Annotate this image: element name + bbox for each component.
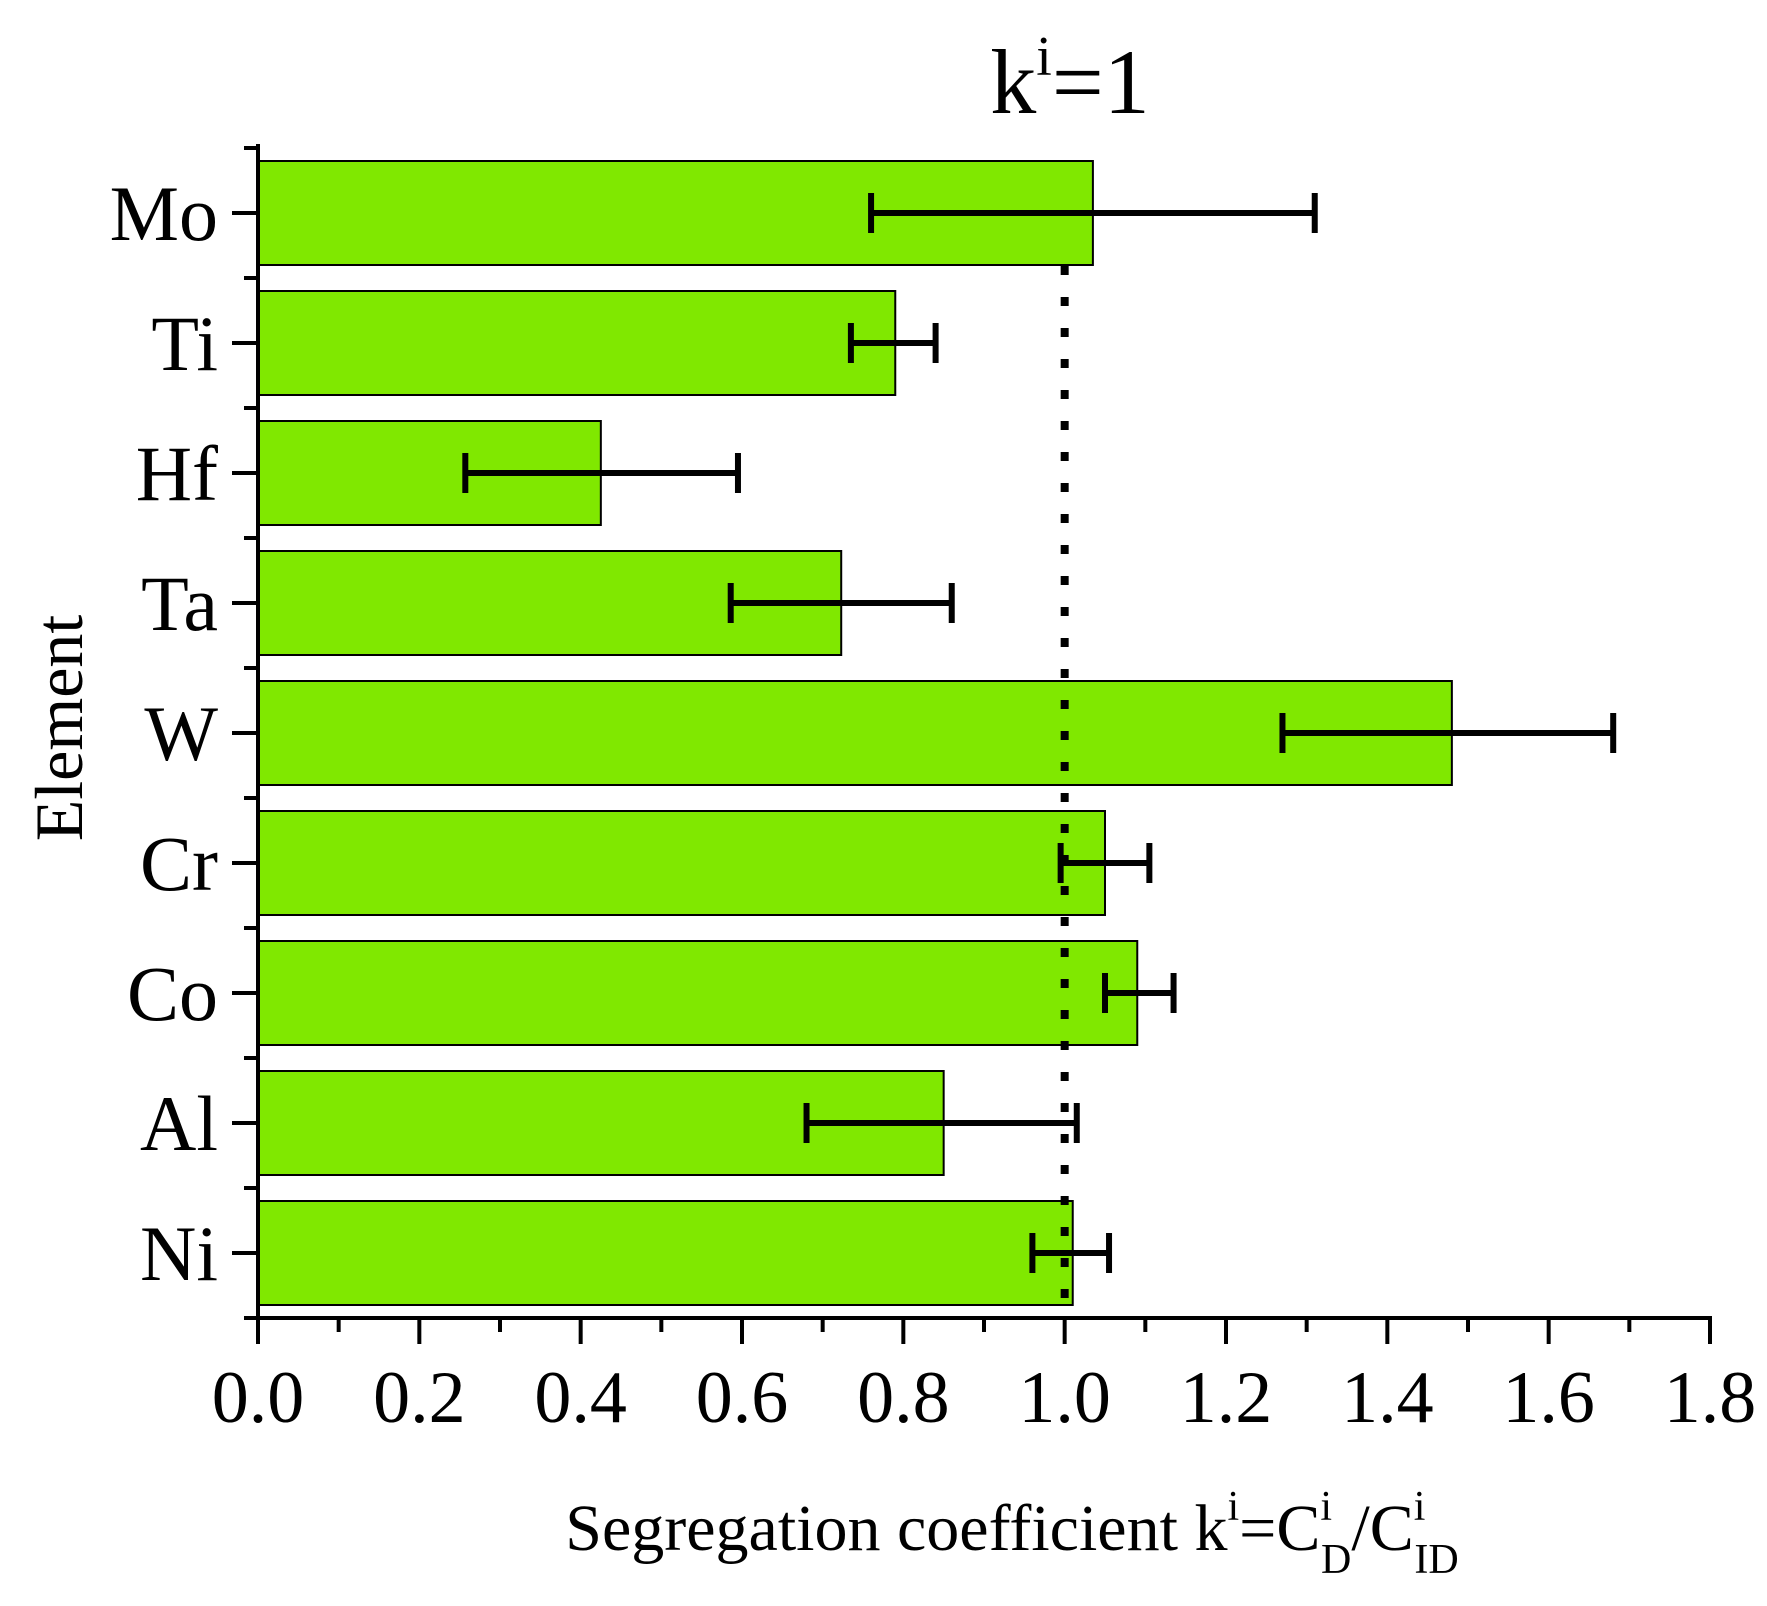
y-tick-label-al: Al — [140, 1080, 218, 1167]
title-base: k — [990, 31, 1036, 133]
chart-title: ki=1 — [990, 26, 1149, 133]
title-sup: i — [1036, 26, 1052, 88]
x-tick-label: 0.0 — [212, 1357, 305, 1439]
y-tick-label-hf: Hf — [136, 430, 218, 517]
error-bar-hf — [462, 453, 741, 493]
error-bar-co — [1102, 973, 1177, 1013]
error-bar-w — [1279, 713, 1617, 753]
x-tick-label: 0.4 — [534, 1357, 627, 1439]
error-bar-ni — [1029, 1233, 1113, 1273]
bar-ti — [257, 290, 897, 396]
y-tick-label-ti: Ti — [151, 300, 218, 387]
x-axis-label: Segregation coefficient ki=Ci D/Ci ID — [565, 1484, 1459, 1583]
bar-w — [257, 680, 1453, 786]
error-bar-al — [803, 1103, 1080, 1143]
error-bar-ta — [727, 583, 955, 623]
bar-cr — [257, 810, 1106, 916]
error-bar-ti — [847, 323, 939, 363]
y-tick-label-co: Co — [127, 950, 218, 1037]
y-tick-label-cr: Cr — [140, 820, 218, 907]
y-axis-label: Element — [21, 615, 97, 842]
x-tick-label: 1.6 — [1502, 1357, 1595, 1439]
bar-ni — [257, 1200, 1074, 1306]
x-tick-label: 1.8 — [1664, 1357, 1757, 1439]
error-bar-cr — [1057, 843, 1153, 883]
x-tick-label: 0.8 — [857, 1357, 950, 1439]
x-tick-label: 1.4 — [1341, 1357, 1434, 1439]
x-tick-label: 1.0 — [1018, 1357, 1111, 1439]
y-tick-label-w: W — [144, 690, 218, 777]
x-tick-label: 1.2 — [1180, 1357, 1273, 1439]
y-tick-label-ni: Ni — [140, 1210, 218, 1297]
error-bar-mo — [868, 193, 1318, 233]
y-tick-label-ta: Ta — [141, 560, 218, 647]
x-tick-label: 0.2 — [373, 1357, 466, 1439]
x-tick-label: 0.6 — [696, 1357, 789, 1439]
plot-area: Mo Ti Hf Ta W Cr Co Al Ni 0.0 0.2 0.4 0.6 0.8 1.0 1.2 1.… — [110, 144, 1757, 1439]
title-rest: =1 — [1052, 31, 1150, 133]
bar-co — [257, 940, 1139, 1046]
y-tick-label-mo: Mo — [110, 170, 218, 257]
